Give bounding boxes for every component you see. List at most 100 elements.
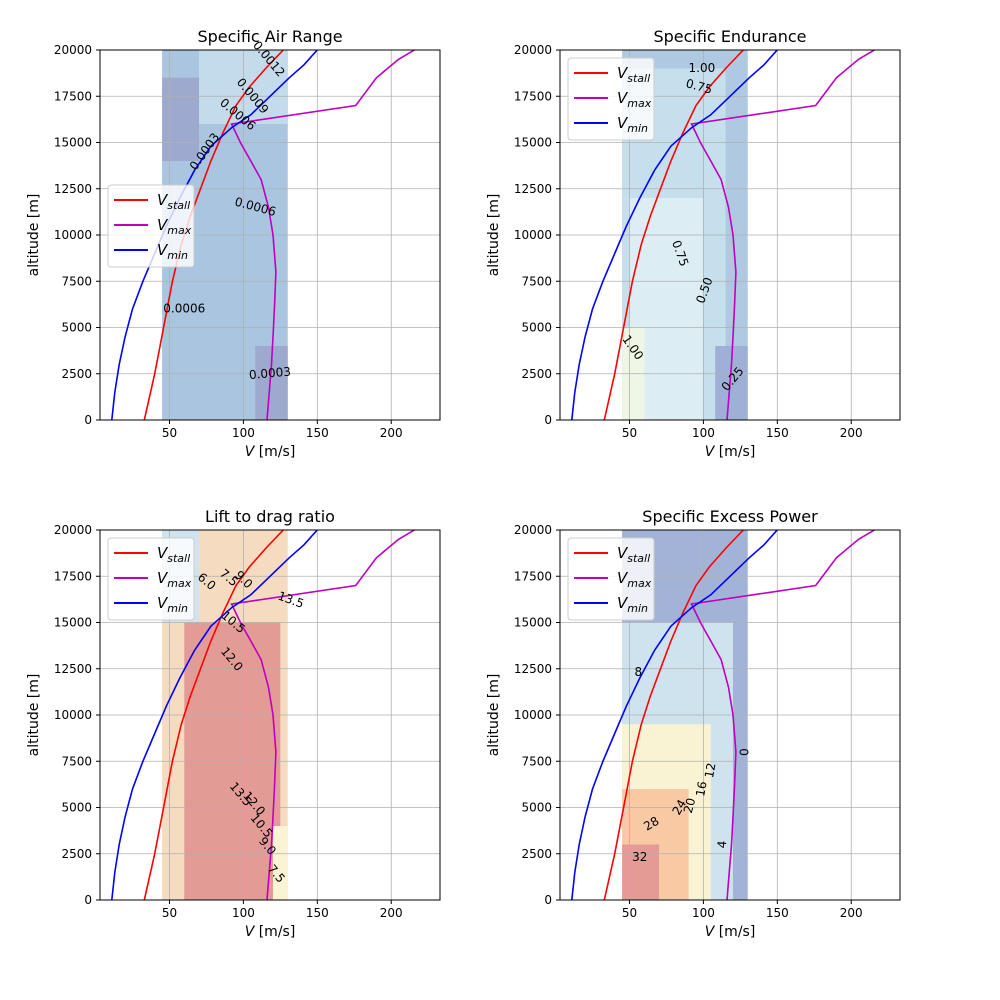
legend-box	[567, 57, 655, 141]
x-tick-label: 100	[692, 426, 715, 440]
y-axis-label: altitude [m]	[486, 674, 502, 757]
legend-box	[107, 537, 195, 621]
y-tick-label: 7500	[61, 274, 92, 288]
chart-title: Lift to drag ratio	[205, 507, 335, 526]
contour-label: 24	[669, 797, 689, 817]
x-tick-label: 100	[232, 906, 255, 920]
y-tick-label: 20000	[514, 523, 552, 537]
legend: Vstall Vmax Vmin	[567, 57, 655, 141]
x-tick-label: 50	[162, 906, 177, 920]
y-tick-label: 5000	[61, 321, 92, 335]
y-tick-label: 12500	[514, 662, 552, 676]
x-tick-label: 200	[380, 906, 403, 920]
y-tick-label: 10000	[54, 228, 92, 242]
x-tick-label: 100	[692, 906, 715, 920]
panel-specific-air-range: 0.00030.00060.00060.00030.00060.00090.00…	[26, 27, 441, 460]
chart-title: Specific Air Range	[197, 27, 342, 46]
legend-label-min: Vmin	[157, 241, 188, 262]
y-tick-label: 0	[84, 413, 92, 427]
y-tick-label: 0	[544, 413, 552, 427]
contour-label: 4	[715, 840, 730, 849]
legend-label-stall: Vstall	[617, 64, 650, 85]
legend-label-stall: Vstall	[617, 544, 650, 565]
x-tick-label: 150	[306, 906, 329, 920]
curve-v-vmin	[571, 530, 779, 900]
y-tick-label: 2500	[521, 367, 552, 381]
contour-label: 0.0003	[248, 364, 291, 382]
legend-box	[107, 184, 195, 268]
x-tick-label: 200	[840, 426, 863, 440]
y-tick-label: 5000	[61, 801, 92, 815]
x-axis-label: V [m/s]	[705, 444, 756, 460]
y-axis-label: altitude [m]	[486, 194, 502, 277]
y-tick-label: 17500	[514, 89, 552, 103]
contour-label: 12	[702, 762, 718, 779]
legend-label-min: Vmin	[617, 114, 648, 135]
panel-lift-to-drag-ratio: 6.07.59.010.512.013.513.512.010.59.07.55…	[26, 507, 441, 940]
x-tick-label: 50	[622, 906, 637, 920]
y-tick-label: 0	[544, 893, 552, 907]
legend-label-max: Vmax	[157, 569, 192, 590]
x-axis-label: V [m/s]	[245, 444, 296, 460]
curve-v-vmin	[111, 530, 319, 900]
x-tick-label: 150	[766, 906, 789, 920]
y-tick-label: 10000	[54, 708, 92, 722]
y-tick-label: 7500	[61, 754, 92, 768]
chart-title: Specific Endurance	[653, 27, 806, 46]
contour-label: 20	[681, 796, 698, 814]
legend-label-min: Vmin	[617, 594, 648, 615]
y-axis-label: altitude [m]	[26, 674, 42, 757]
y-tick-label: 20000	[514, 43, 552, 57]
curve-v-vmin	[571, 50, 779, 420]
x-tick-label: 50	[622, 426, 637, 440]
y-tick-label: 15000	[54, 136, 92, 150]
legend: Vstall Vmax Vmin	[107, 184, 195, 268]
legend-label-max: Vmax	[617, 89, 652, 110]
y-tick-label: 15000	[514, 616, 552, 630]
x-axis-label: V [m/s]	[705, 924, 756, 940]
x-tick-label: 100	[232, 426, 255, 440]
contour-label: 28	[641, 814, 661, 834]
y-tick-label: 17500	[514, 569, 552, 583]
contour-label: 32	[632, 850, 647, 864]
x-tick-label: 200	[380, 426, 403, 440]
y-tick-label: 15000	[54, 616, 92, 630]
x-tick-label: 50	[162, 426, 177, 440]
legend-label-stall: Vstall	[157, 544, 190, 565]
legend-label-min: Vmin	[157, 594, 188, 615]
y-tick-label: 5000	[521, 801, 552, 815]
y-tick-label: 12500	[514, 182, 552, 196]
y-tick-label: 10000	[514, 708, 552, 722]
legend-label-stall: Vstall	[157, 191, 190, 212]
y-tick-label: 12500	[54, 662, 92, 676]
y-tick-label: 7500	[521, 274, 552, 288]
y-tick-label: 2500	[61, 367, 92, 381]
contour-label: 0	[737, 748, 751, 756]
y-tick-label: 20000	[54, 43, 92, 57]
contour-label: 16	[693, 780, 709, 797]
y-tick-label: 17500	[54, 89, 92, 103]
curve-v-stall	[603, 50, 744, 420]
y-tick-label: 12500	[54, 182, 92, 196]
curve-v-vmax	[230, 50, 416, 420]
y-tick-label: 0	[84, 893, 92, 907]
chart-title: Specific Excess Power	[642, 507, 818, 526]
curve-v-stall	[143, 50, 284, 420]
legend-label-max: Vmax	[617, 569, 652, 590]
y-tick-label: 5000	[521, 321, 552, 335]
y-axis-label: altitude [m]	[26, 194, 42, 277]
contour-label: 1.00	[689, 61, 716, 75]
y-tick-label: 17500	[54, 569, 92, 583]
y-tick-label: 7500	[521, 754, 552, 768]
x-tick-label: 150	[766, 426, 789, 440]
y-tick-label: 20000	[54, 523, 92, 537]
curve-v-vmax	[690, 530, 876, 900]
curve-v-vmax	[230, 530, 416, 900]
x-tick-label: 150	[306, 426, 329, 440]
curve-v-stall	[603, 530, 744, 900]
contour-label: 8	[635, 665, 643, 679]
y-tick-label: 10000	[514, 228, 552, 242]
